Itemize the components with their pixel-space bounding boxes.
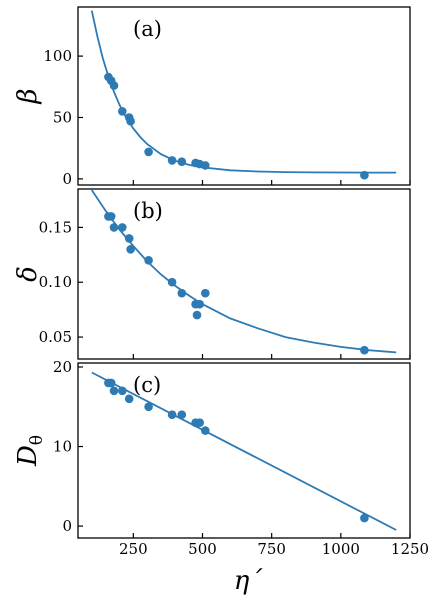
data-point [118,223,127,232]
y-axis-title: β [13,88,43,104]
y-tick-label: 100 [43,47,72,65]
panel-label: (a) [133,17,162,41]
data-point [177,410,187,420]
x-tick-label: 500 [188,540,217,558]
data-point [144,147,153,157]
data-point [118,386,127,396]
y-tick-label: 0.15 [39,218,72,236]
data-point [195,418,204,428]
y-axis-title-main: D [13,445,43,467]
data-point [201,161,210,170]
data-point [360,345,369,355]
y-tick-label: 0 [62,517,72,535]
data-point [360,170,369,180]
x-tick-label: 750 [257,540,286,558]
data-point [126,245,135,254]
y-tick-label: 0.05 [39,328,72,346]
y-axis-title-subscript: θ [27,435,47,445]
plot-frame [77,362,411,539]
x-tick-label: 250 [119,540,148,558]
plot-frame [77,6,411,186]
data-point [167,156,177,165]
plot-frame [77,188,411,360]
data-point [177,288,187,298]
y-tick-label: 50 [53,108,72,126]
data-point [118,107,127,116]
data-point [360,513,369,523]
y-axis-title: Dθ [13,435,47,467]
data-point [106,212,116,221]
y-tick-label: 0.10 [39,273,72,291]
data-point [109,223,119,232]
data-point [167,277,177,287]
panel-label: (c) [133,373,161,397]
y-axis-title-main: β [13,88,43,104]
data-point [201,426,210,435]
y-tick-label: 10 [53,438,72,456]
data-point [177,157,187,166]
data-point [167,410,177,420]
data-point [192,310,202,320]
y-tick-label: 20 [53,358,72,376]
x-tick-label: 1250 [391,540,429,558]
panel-label: (b) [133,199,163,223]
data-point [144,402,153,412]
data-point [201,288,210,298]
data-point [195,299,204,309]
data-point [109,386,119,396]
panel-a: 0 50 100 (a) β [13,6,411,188]
data-point [126,116,135,126]
data-point [144,255,153,265]
data-point [106,378,116,388]
panel-b: 0.05 0.10 0.15 (b) δ [13,188,411,360]
data-point [124,234,134,243]
panel-c: 0 10 20 250 500 750 1000 1250 (c) Dθ [13,358,429,558]
x-tick-label: 1000 [322,540,360,558]
fit-curve [91,371,397,531]
x-axis-title: η´ [234,566,264,596]
y-axis-title: δ [13,266,43,282]
data-point [124,394,134,404]
y-tick-label: 0 [62,170,72,188]
y-axis-title-main: δ [13,266,43,282]
data-point [109,81,119,90]
